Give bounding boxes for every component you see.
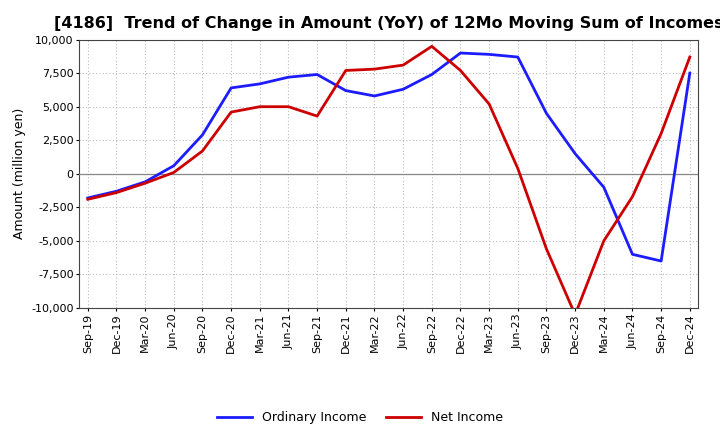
Net Income [370, 66, 379, 72]
Ordinary Income [428, 72, 436, 77]
Ordinary Income [198, 132, 207, 138]
Net Income [256, 104, 264, 109]
Ordinary Income [312, 72, 321, 77]
Ordinary Income [141, 179, 150, 184]
Net Income [628, 194, 636, 199]
Net Income [198, 148, 207, 154]
Ordinary Income [600, 185, 608, 190]
Net Income [685, 55, 694, 60]
Title: [4186]  Trend of Change in Amount (YoY) of 12Mo Moving Sum of Incomes: [4186] Trend of Change in Amount (YoY) o… [54, 16, 720, 32]
Net Income [485, 101, 493, 106]
Net Income [657, 131, 665, 136]
Line: Ordinary Income: Ordinary Income [88, 53, 690, 261]
Ordinary Income [169, 163, 178, 169]
Ordinary Income [84, 195, 92, 201]
Net Income [399, 62, 408, 68]
Y-axis label: Amount (million yen): Amount (million yen) [12, 108, 26, 239]
Net Income [284, 104, 293, 109]
Net Income [141, 180, 150, 186]
Net Income [312, 114, 321, 119]
Ordinary Income [657, 258, 665, 264]
Net Income [513, 166, 522, 171]
Net Income [456, 68, 465, 73]
Net Income [600, 238, 608, 244]
Ordinary Income [456, 50, 465, 55]
Ordinary Income [341, 88, 350, 93]
Ordinary Income [485, 52, 493, 57]
Net Income [542, 246, 551, 252]
Ordinary Income [370, 93, 379, 99]
Ordinary Income [227, 85, 235, 91]
Ordinary Income [685, 70, 694, 76]
Ordinary Income [112, 189, 121, 194]
Net Income [84, 197, 92, 202]
Line: Net Income: Net Income [88, 46, 690, 315]
Ordinary Income [542, 111, 551, 116]
Ordinary Income [284, 74, 293, 80]
Ordinary Income [399, 87, 408, 92]
Net Income [227, 110, 235, 115]
Net Income [341, 68, 350, 73]
Ordinary Income [256, 81, 264, 87]
Net Income [112, 190, 121, 195]
Net Income [169, 170, 178, 175]
Ordinary Income [513, 55, 522, 60]
Legend: Ordinary Income, Net Income: Ordinary Income, Net Income [212, 407, 508, 429]
Ordinary Income [628, 252, 636, 257]
Net Income [571, 312, 580, 317]
Ordinary Income [571, 151, 580, 156]
Net Income [428, 44, 436, 49]
